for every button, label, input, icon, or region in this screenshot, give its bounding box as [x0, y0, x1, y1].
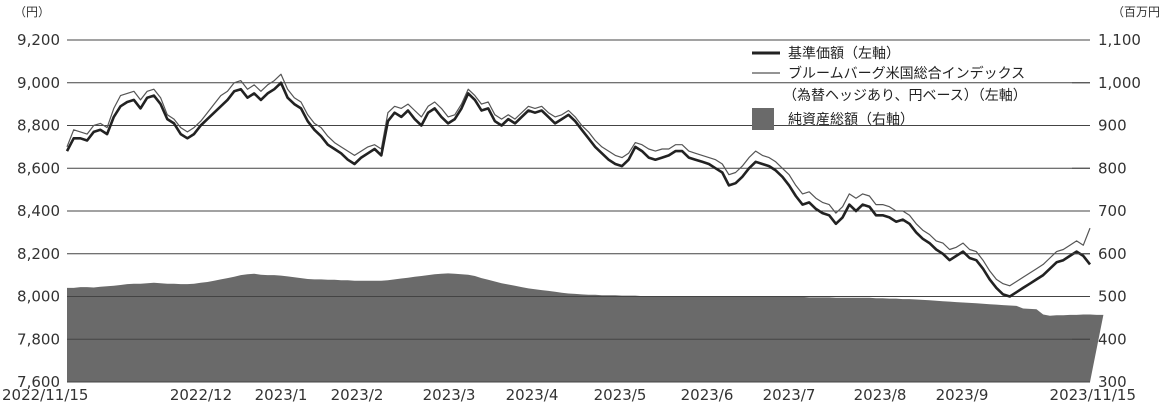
right-tick-label: 500	[1098, 288, 1127, 306]
series-benchmark-line	[66, 73, 1091, 287]
legend-nav-label: 基準価額（左軸）	[788, 45, 900, 62]
legend-benchmark-label-1: ブルームバーグ米国総合インデックス	[788, 65, 1025, 82]
x-tick-label: 2022/11/15	[2, 386, 88, 404]
legend-assets-label: 純資産総額（右軸）	[788, 112, 914, 128]
x-tick-label: 2023/6	[681, 386, 734, 404]
x-tick-label: 2023/2	[331, 386, 384, 404]
right-tick-label: 1,000	[1098, 74, 1141, 92]
right-axis-unit: （百万円）	[1112, 5, 1160, 19]
right-tick-label: 400	[1098, 330, 1127, 348]
right-tick-label: 900	[1098, 117, 1127, 135]
left-tick-label: 9,200	[17, 31, 60, 49]
legend-benchmark-label-2: （為替ヘッジあり、円ベース）（左軸）	[783, 88, 1027, 104]
gridlines	[67, 39, 1090, 383]
series-net-assets-area	[67, 273, 1104, 382]
x-tick-label: 2023/9	[936, 386, 989, 404]
x-tick-label: 2023/5	[594, 386, 647, 404]
x-tick-label: 2022/12	[170, 386, 232, 404]
right-tick-label: 800	[1098, 159, 1127, 177]
x-axis-ticks: 2022/11/15 2022/12 2023/1 2023/2 2023/3 2023/…	[2, 386, 1136, 404]
price-lines	[65, 73, 1092, 298]
left-tick-label: 7,800	[17, 330, 60, 348]
right-tick-label: 1,100	[1098, 31, 1141, 49]
left-tick-label: 8,200	[17, 245, 60, 263]
left-tick-label: 8,600	[17, 159, 60, 177]
x-tick-label: 2023/8	[854, 386, 907, 404]
x-tick-label: 2023/11/15	[1050, 386, 1136, 404]
right-tick-label: 700	[1098, 202, 1127, 220]
x-tick-label: 2023/4	[506, 386, 559, 404]
legend-assets-swatch	[752, 108, 774, 130]
right-tick-label: 600	[1098, 245, 1127, 263]
left-tick-label: 9,000	[17, 74, 60, 92]
x-tick-label: 2023/7	[763, 386, 816, 404]
left-tick-label: 7,600	[17, 373, 60, 391]
left-axis-ticks: 9,200 9,000 8,800 8,600 8,400 8,200 8,000 7,800…	[17, 31, 60, 391]
right-tick-label: 300	[1098, 373, 1127, 391]
legend: 基準価額（左軸） ブルームバーグ米国総合インデックス （為替ヘッジあり、円ベース…	[752, 45, 1027, 130]
left-tick-label: 8,400	[17, 202, 60, 220]
x-tick-label: 2023/3	[423, 386, 476, 404]
left-tick-label: 8,800	[17, 117, 60, 135]
series-nav-line	[65, 81, 1092, 298]
left-axis-unit: （円）	[14, 5, 50, 19]
x-tick-label: 2023/1	[255, 386, 308, 404]
left-tick-label: 8,000	[17, 288, 60, 306]
right-axis-ticks: 1,100 1,000 900 800 700 600 500 400 300	[1072, 31, 1141, 391]
net-assets-area-layer	[67, 273, 1104, 382]
